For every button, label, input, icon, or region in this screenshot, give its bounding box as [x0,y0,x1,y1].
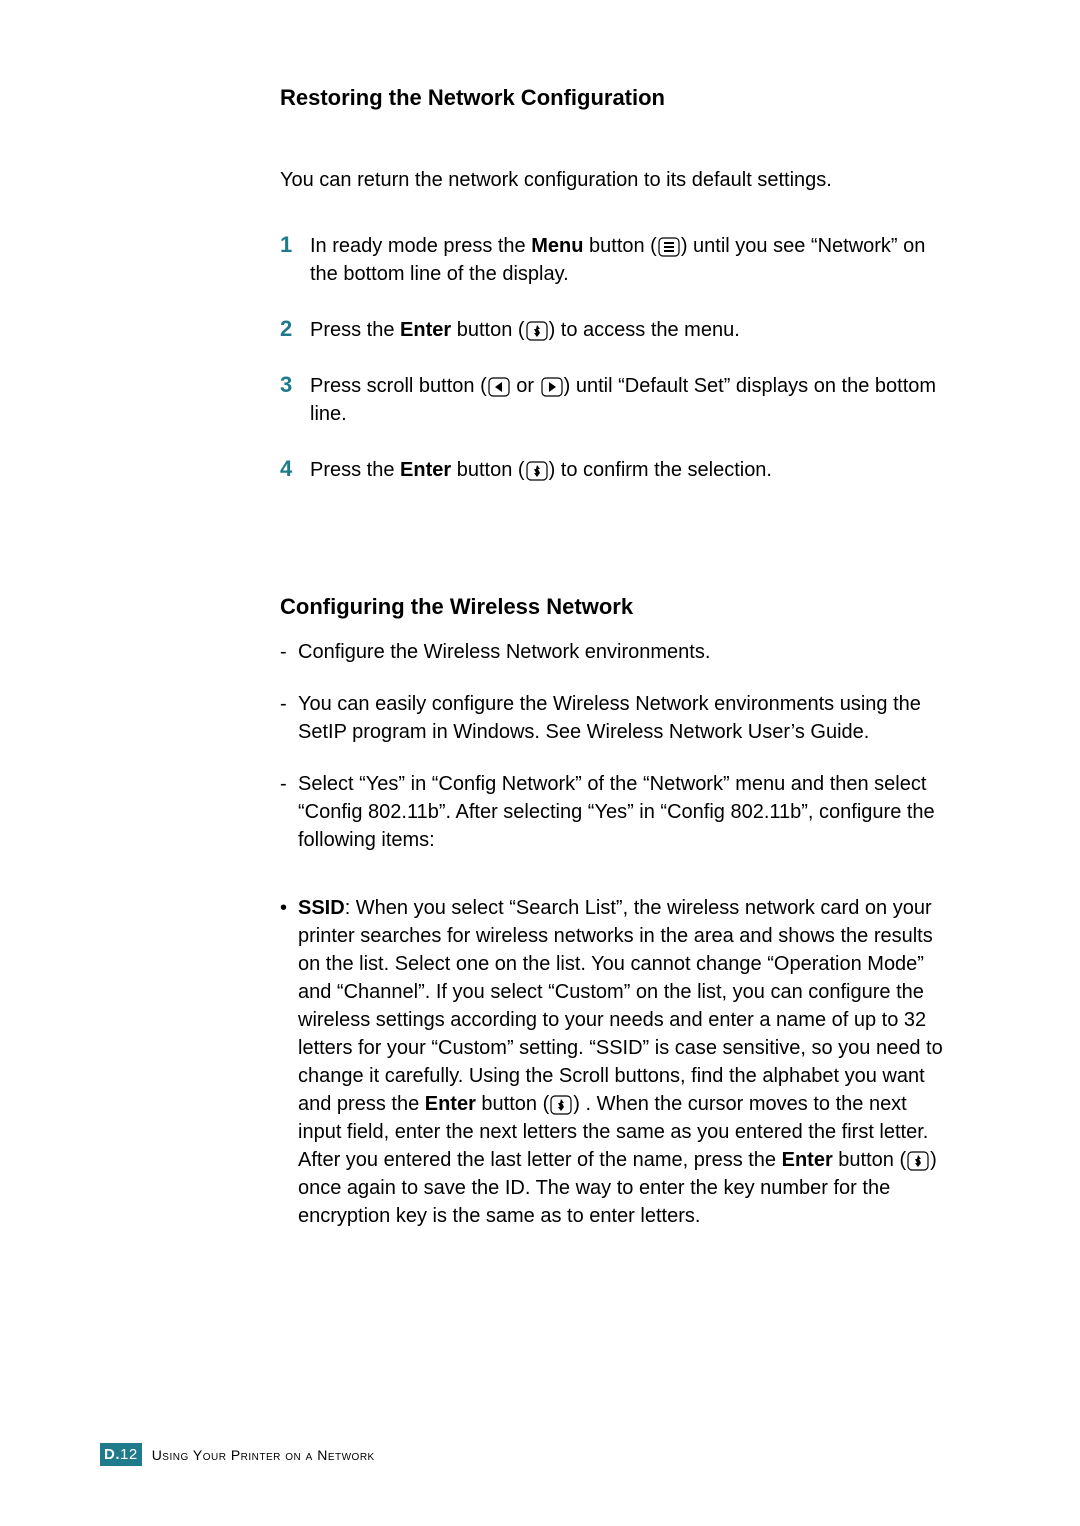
step-body: In ready mode press the Menu button () u… [310,232,950,288]
enter-icon [907,1151,929,1171]
footer-title: Using Your Printer on a Network [152,1447,375,1463]
left-arrow-icon [488,377,510,397]
right-arrow-icon [541,377,563,397]
page-number-badge: D.12 [100,1443,142,1466]
dash-item: -You can easily configure the Wireless N… [280,690,950,746]
step: 3Press scroll button ( or ) until “Defau… [280,372,950,428]
page-footer: D.12 Using Your Printer on a Network [100,1443,375,1466]
step-number: 2 [280,316,310,344]
step-number: 3 [280,372,310,428]
section-heading-2: Configuring the Wireless Network [280,594,950,620]
step-number: 4 [280,456,310,484]
dash-marker: - [280,638,298,666]
dash-text: You can easily configure the Wireless Ne… [298,690,950,746]
step-number: 1 [280,232,310,288]
dash-text: Configure the Wireless Network environme… [298,638,710,666]
bullet-item: • SSID: When you select “Search List”, t… [280,894,950,1230]
enter-icon [526,321,548,341]
step-body: Press the Enter button () to access the … [310,316,950,344]
dash-item: -Select “Yes” in “Config Network” of the… [280,770,950,854]
dash-marker: - [280,690,298,746]
enter-icon [550,1095,572,1115]
dash-item: -Configure the Wireless Network environm… [280,638,950,666]
step: 2Press the Enter button () to access the… [280,316,950,344]
step-body: Press the Enter button () to confirm the… [310,456,950,484]
intro-text: You can return the network configuration… [280,167,950,194]
step: 4Press the Enter button () to confirm th… [280,456,950,484]
step: 1In ready mode press the Menu button () … [280,232,950,288]
step-body: Press scroll button ( or ) until “Defaul… [310,372,950,428]
bullet-body: SSID: When you select “Search List”, the… [298,894,950,1230]
bullet-marker: • [280,894,298,1230]
dash-text: Select “Yes” in “Config Network” of the … [298,770,950,854]
dash-marker: - [280,770,298,854]
section-heading: Restoring the Network Configuration [280,85,950,111]
menu-icon [658,237,680,257]
enter-icon [526,461,548,481]
